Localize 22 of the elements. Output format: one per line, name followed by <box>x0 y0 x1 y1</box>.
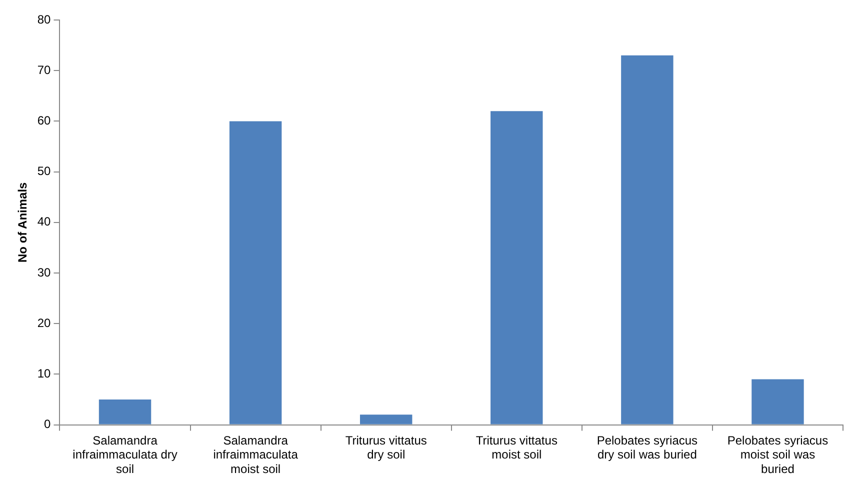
y-tick-label: 30 <box>37 265 52 280</box>
bar <box>360 414 412 424</box>
x-tick-label: Triturus vittatus dry soil <box>345 433 427 462</box>
bar <box>621 55 674 424</box>
y-axis-title: No of Animals <box>16 182 30 263</box>
x-tick-label: Salamandra infraimmaculata moist soil <box>213 433 298 476</box>
y-tick-label: 0 <box>44 417 52 432</box>
x-tick-label: Pelobates syriacus moist soil was buried <box>727 433 828 476</box>
bar <box>490 111 543 424</box>
bar <box>98 400 152 424</box>
y-tick-label: 60 <box>37 114 52 128</box>
x-tick-label: Salamandra infraimmaculata dry soil <box>72 433 178 476</box>
bar <box>752 379 804 424</box>
y-tick-label: 50 <box>37 164 52 178</box>
y-tick-label: 70 <box>37 62 52 77</box>
y-tick-label: 10 <box>37 366 52 381</box>
y-tick-label: 20 <box>37 316 52 330</box>
x-tick-label: Triturus vittatus moist soil <box>476 433 558 462</box>
y-tick-label: 80 <box>37 12 52 26</box>
x-tick-label: Pelobates syriacus dry soil was buried <box>596 433 698 462</box>
bar <box>229 121 282 424</box>
y-tick-label: 40 <box>37 214 52 229</box>
